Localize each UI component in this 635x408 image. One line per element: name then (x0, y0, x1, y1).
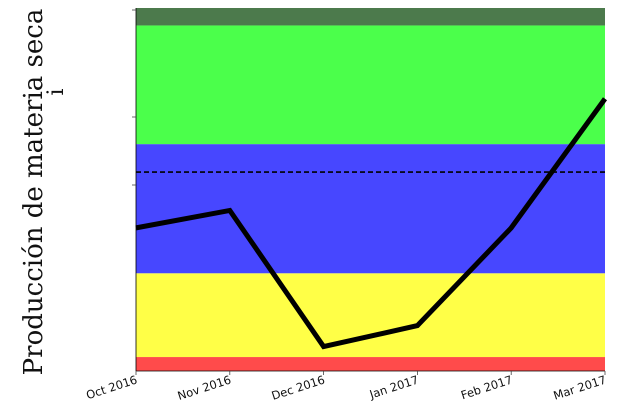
x-tick-label-3: Jan 2017 (367, 373, 420, 402)
x-tick-label-2: Dec 2016 (270, 373, 327, 403)
x-tick-label-4: Feb 2017 (459, 373, 514, 403)
band-0 (136, 357, 605, 371)
x-tick-label-0: Oct 2016 (84, 373, 139, 403)
y-axis-label-sub: i (44, 88, 69, 95)
band-2 (136, 144, 605, 274)
series-line-0 (135, 97, 608, 350)
x-tick-labels: Oct 2016 Nov 2016 Dec 2016 Jan 2017 Feb 2017… (84, 371, 608, 403)
band-1 (136, 273, 605, 358)
y-axis-label: Producción de materia seca (19, 9, 49, 376)
band-4 (136, 8, 605, 26)
band-3 (136, 25, 605, 145)
background-bands (136, 8, 605, 371)
axes (132, 8, 605, 372)
x-tick-label-1: Nov 2016 (176, 373, 233, 403)
x-tick-label-5: Mar 2017 (552, 373, 608, 403)
